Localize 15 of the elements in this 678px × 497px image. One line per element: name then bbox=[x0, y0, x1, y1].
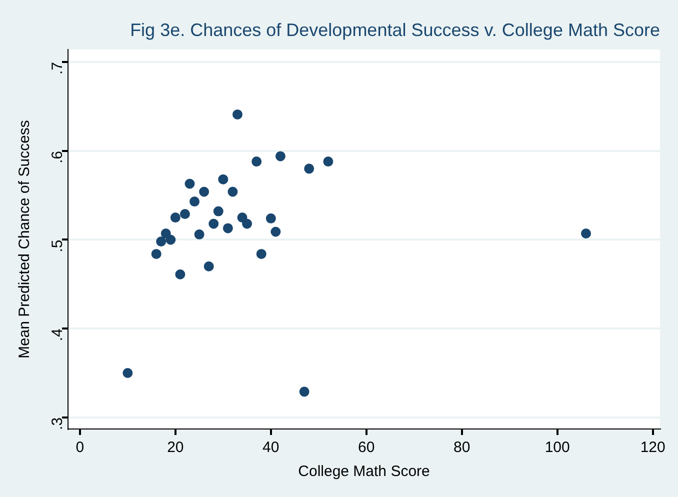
y-tick-label: .3 bbox=[49, 417, 66, 430]
y-axis-title: Mean Predicted Chance of Success bbox=[16, 120, 34, 359]
x-tick-label: 60 bbox=[358, 439, 375, 456]
chart-title: Fig 3e. Chances of Developmental Success v. College Math Score bbox=[130, 20, 660, 40]
x-tick-label: 20 bbox=[167, 439, 184, 456]
x-tick-label: 120 bbox=[640, 439, 666, 456]
y-tick-label: .5 bbox=[49, 240, 66, 252]
x-tick-label: 80 bbox=[454, 439, 470, 456]
x-tick-label: 0 bbox=[76, 439, 84, 456]
x-tick-label: 100 bbox=[544, 439, 570, 456]
x-tick-label: 40 bbox=[262, 439, 280, 456]
x-axis-title: College Math Score bbox=[298, 463, 430, 480]
y-tick-label: .7 bbox=[49, 62, 66, 75]
y-tick-label: .4 bbox=[49, 328, 66, 342]
y-tick-label: .6 bbox=[49, 150, 66, 164]
